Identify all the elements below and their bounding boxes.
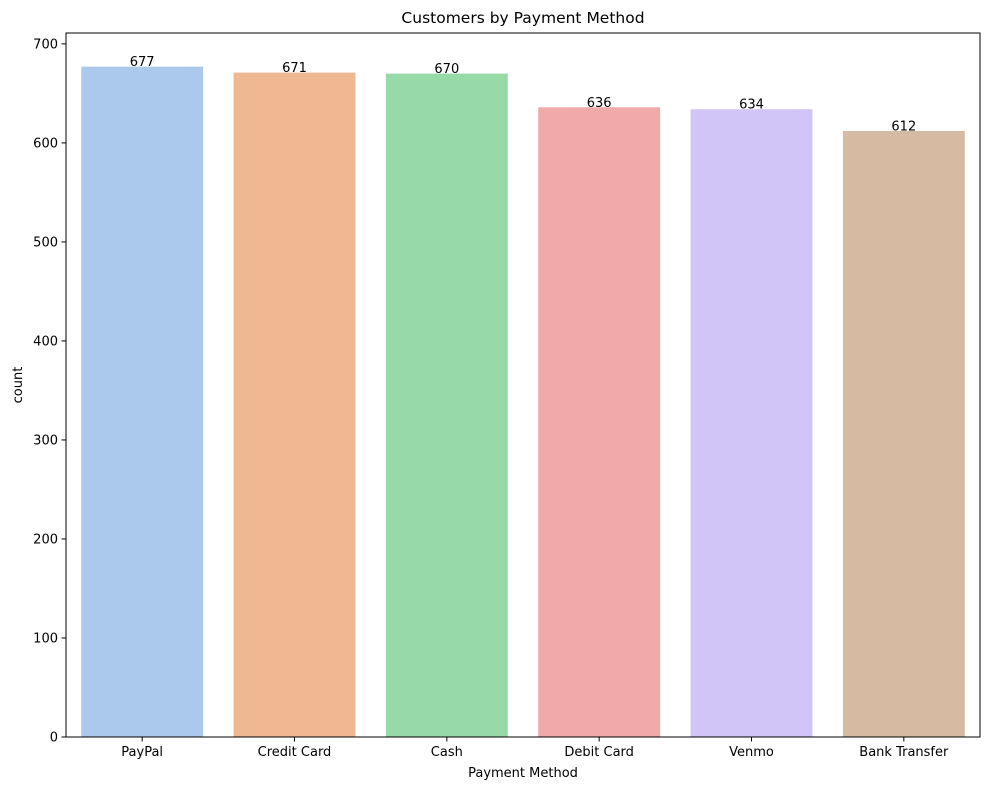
y-tick-label-2: 200 [33,532,58,547]
bar-value-label-5: 612 [891,120,916,135]
bar-value-label-1: 671 [282,61,307,76]
bar-4 [690,109,813,737]
bar-2 [385,73,508,738]
y-tick-label-5: 500 [33,235,58,250]
y-tick-label-3: 300 [33,433,58,448]
y-tick-label-7: 700 [33,37,58,52]
y-tick-label-1: 100 [33,631,58,646]
plot-frame [65,32,981,738]
bar-value-label-0: 677 [130,55,155,70]
y-axis-label: count [11,367,26,404]
chart-title: Customers by Payment Method [401,9,644,27]
x-tick-label-0: PayPal [121,745,163,760]
x-tick-label-4: Venmo [729,745,774,760]
y-tick-label-0: 0 [50,731,58,746]
x-axis: PayPal Credit Card Cash Debit Card Venmo Bank… [121,737,949,760]
bar-value-label-2: 670 [434,62,459,77]
value-labels-layer: 677 671 670 636 634 612 [130,55,916,134]
x-tick-label-2: Cash [431,745,463,760]
plot-spines [65,32,981,738]
x-tick-label-3: Debit Card [564,745,634,760]
bar-value-label-4: 634 [739,98,764,113]
y-tick-label-6: 600 [33,136,58,151]
bar-5 [842,131,965,737]
bars-layer [81,66,965,738]
x-tick-label-5: Bank Transfer [859,745,949,760]
y-tick-label-4: 400 [33,334,58,349]
y-axis: 0 100 200 300 400 500 600 700 [33,37,66,746]
x-tick-label-1: Credit Card [258,745,332,760]
bar-3 [538,107,661,738]
x-axis-label: Payment Method [468,766,578,781]
bar-value-label-3: 636 [587,96,612,111]
bar-1 [233,72,356,737]
bar-0 [81,66,204,737]
